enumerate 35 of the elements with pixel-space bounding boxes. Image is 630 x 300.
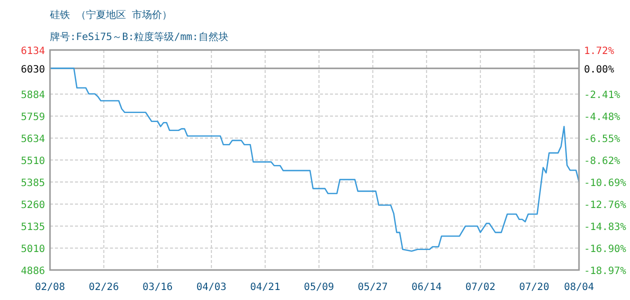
x-tick-label: 07/20 xyxy=(519,282,550,293)
x-tick-label: 02/26 xyxy=(88,282,119,293)
x-tick-label: 08/04 xyxy=(564,282,594,293)
y-tick-label: 5385 xyxy=(20,178,45,190)
y2-tick-label: 0.00% xyxy=(584,64,614,76)
y2-tick-label: -2.41% xyxy=(584,90,620,101)
x-tick-label: 05/27 xyxy=(358,282,388,293)
x-tick-label: 04/03 xyxy=(196,282,226,293)
y2-tick-label: -6.55% xyxy=(584,134,620,145)
y-tick-label: 5010 xyxy=(20,244,45,256)
y-tick-label: 6134 xyxy=(20,46,45,57)
y2-tick-label: -18.97% xyxy=(584,266,626,277)
y2-tick-label: -12.76% xyxy=(584,200,626,211)
y2-tick-label: 1.72% xyxy=(584,46,614,57)
y2-tick-label: -14.83% xyxy=(584,222,626,233)
x-tick-label: 07/02 xyxy=(465,282,496,293)
y-tick-label: 4886 xyxy=(20,266,45,277)
x-tick-label: 02/08 xyxy=(34,282,66,293)
y2-tick-label: -4.48% xyxy=(584,112,620,123)
y2-tick-label: -10.69% xyxy=(584,178,626,189)
y-tick-label: 5260 xyxy=(20,200,45,212)
x-tick-label: 04/21 xyxy=(250,282,280,293)
x-tick-label: 06/14 xyxy=(412,282,442,293)
x-tick-label: 05/09 xyxy=(304,282,334,293)
chart-title: 硅铁 （宁夏地区 市场价） xyxy=(49,9,172,21)
x-tick-label: 03/16 xyxy=(142,282,173,293)
y-tick-label: 5884 xyxy=(20,90,45,102)
y-tick-label: 5634 xyxy=(20,134,45,146)
chart-subtitle: 牌号:FeSi75～B:粒度等级/mm:自然块 xyxy=(50,31,228,43)
y-tick-label: 5510 xyxy=(20,156,45,167)
y-tick-label: 6030 xyxy=(20,64,45,76)
y2-tick-label: -8.62% xyxy=(584,156,620,167)
y2-tick-label: -16.90% xyxy=(584,244,626,255)
y-tick-label: 5759 xyxy=(20,112,45,124)
y-tick-label: 5135 xyxy=(20,222,45,234)
